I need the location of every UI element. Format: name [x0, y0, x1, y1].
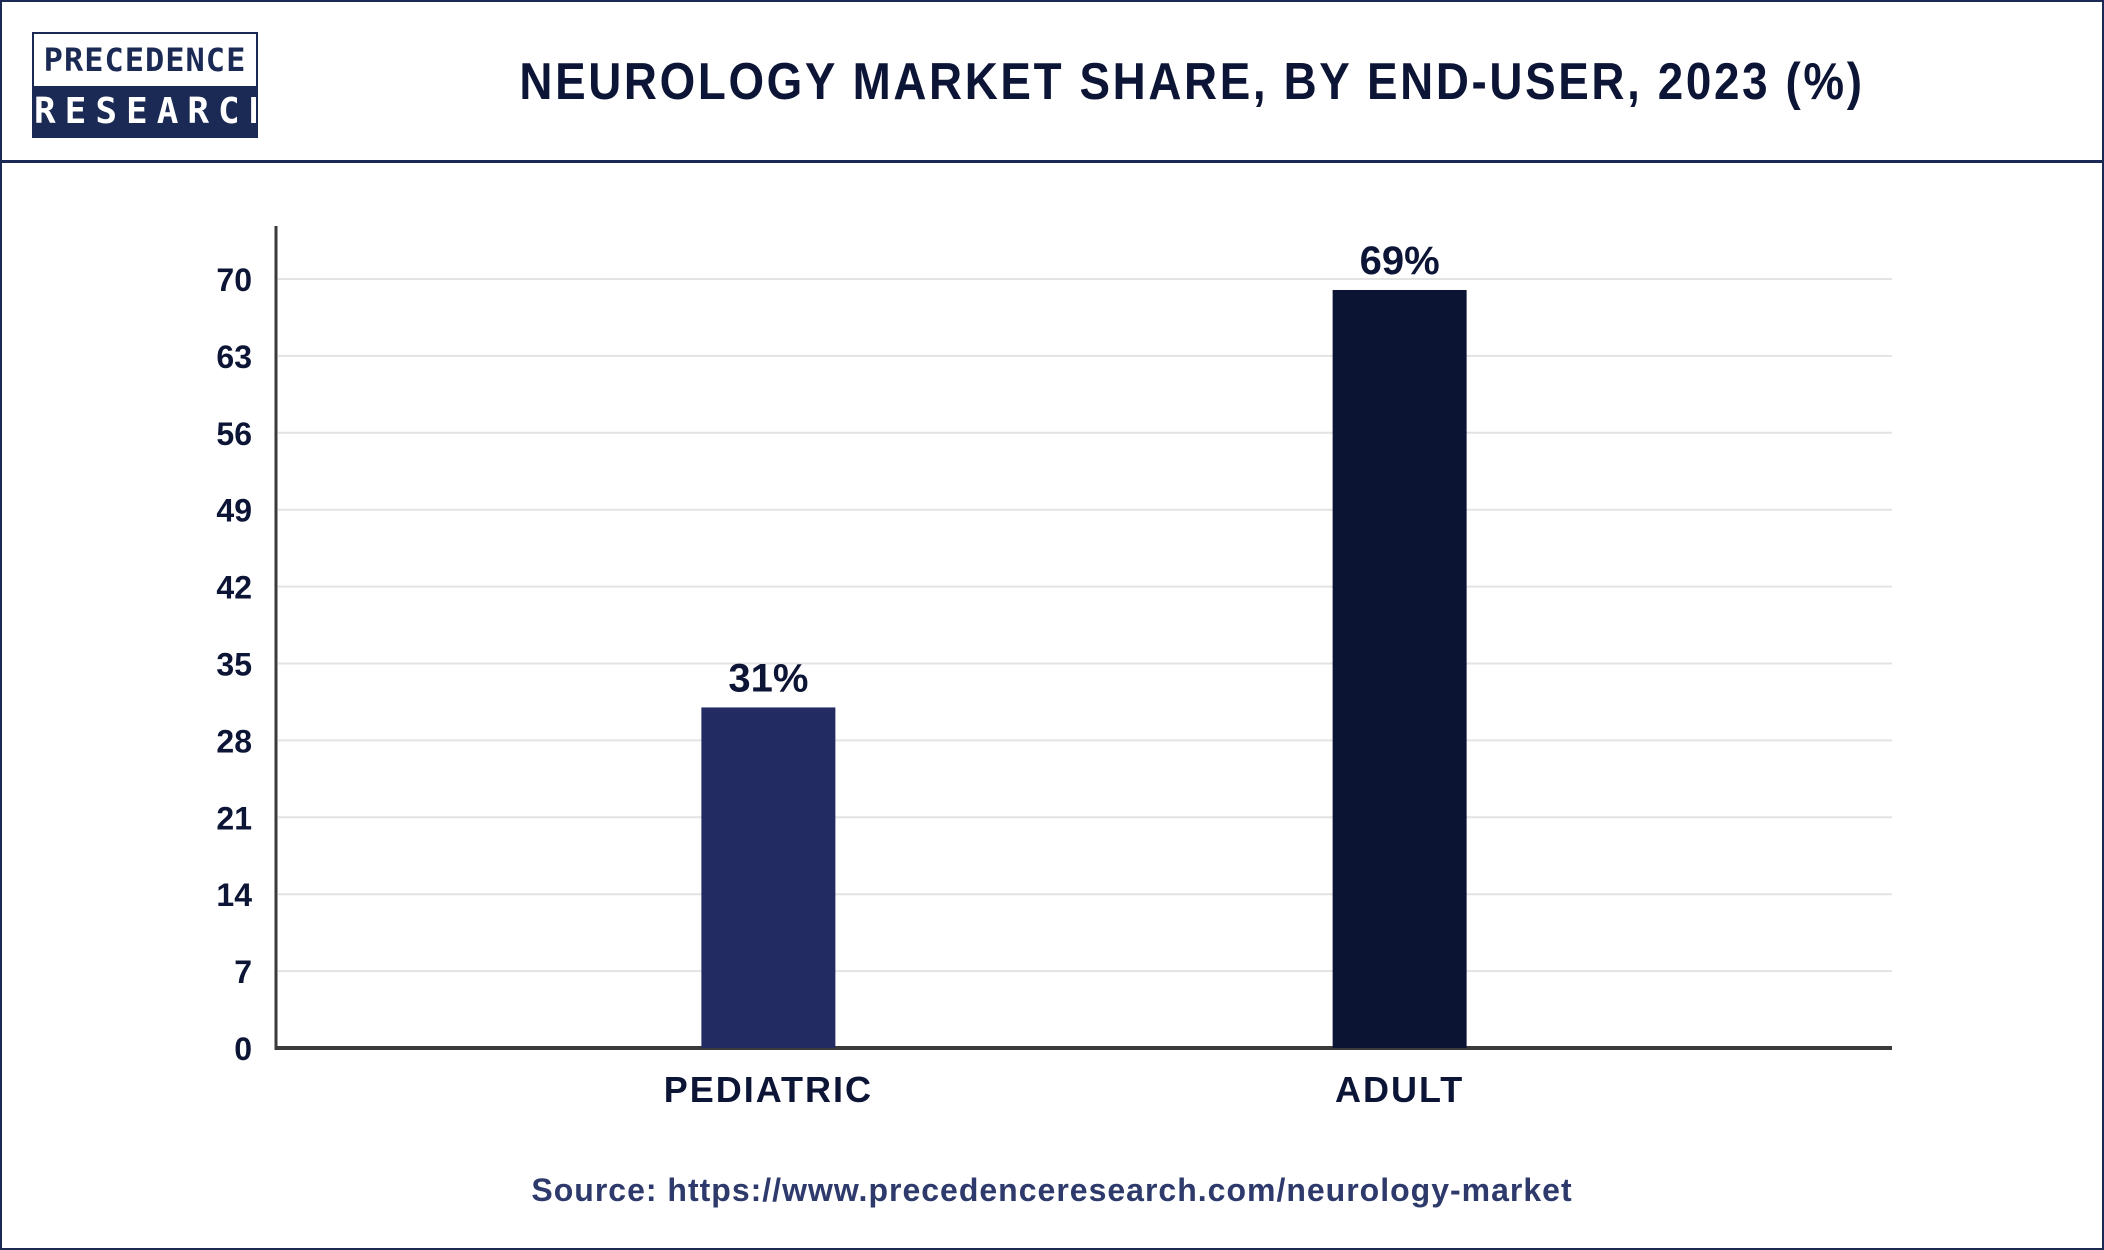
- y-tick-label-70: 70: [216, 262, 252, 298]
- bar-chart: 0 7 14 21 28 35 42 49 56 63 70 31% PEDIATRIC 69% ADULT: [216, 226, 1892, 1110]
- y-tick-label-56: 56: [216, 416, 252, 452]
- logo-line-2: RESEARCH: [34, 86, 256, 136]
- y-tick-label-42: 42: [216, 570, 252, 606]
- y-tick-label-14: 14: [216, 877, 252, 913]
- y-tick-label-49: 49: [216, 493, 252, 529]
- y-tick-label-7: 7: [234, 954, 252, 990]
- y-tick-label-21: 21: [216, 800, 252, 836]
- x-tick-label-adult: ADULT: [1335, 1069, 1464, 1110]
- logo-line-1: PRECEDENCE: [34, 34, 256, 86]
- y-tick-label-35: 35: [216, 647, 252, 683]
- y-tick-label-28: 28: [216, 723, 252, 759]
- source-text: Source: https://www.precedenceresearch.c…: [531, 1172, 1573, 1208]
- bar-adult: [1332, 289, 1467, 1048]
- x-tick-label-pediatric: PEDIATRIC: [664, 1069, 873, 1110]
- brand-logo: PRECEDENCE RESEARCH: [32, 32, 258, 138]
- header: PRECEDENCE RESEARCH NEUROLOGY MARKET SHA…: [2, 2, 2102, 163]
- chart-title: NEUROLOGY MARKET SHARE, BY END-USER, 202…: [519, 53, 1865, 111]
- y-tick-label-63: 63: [216, 339, 252, 375]
- bar-pediatric: [701, 707, 836, 1048]
- y-tick-label-0: 0: [234, 1031, 252, 1067]
- data-label-pediatric: 31%: [728, 656, 808, 700]
- data-label-adult: 69%: [1360, 239, 1440, 283]
